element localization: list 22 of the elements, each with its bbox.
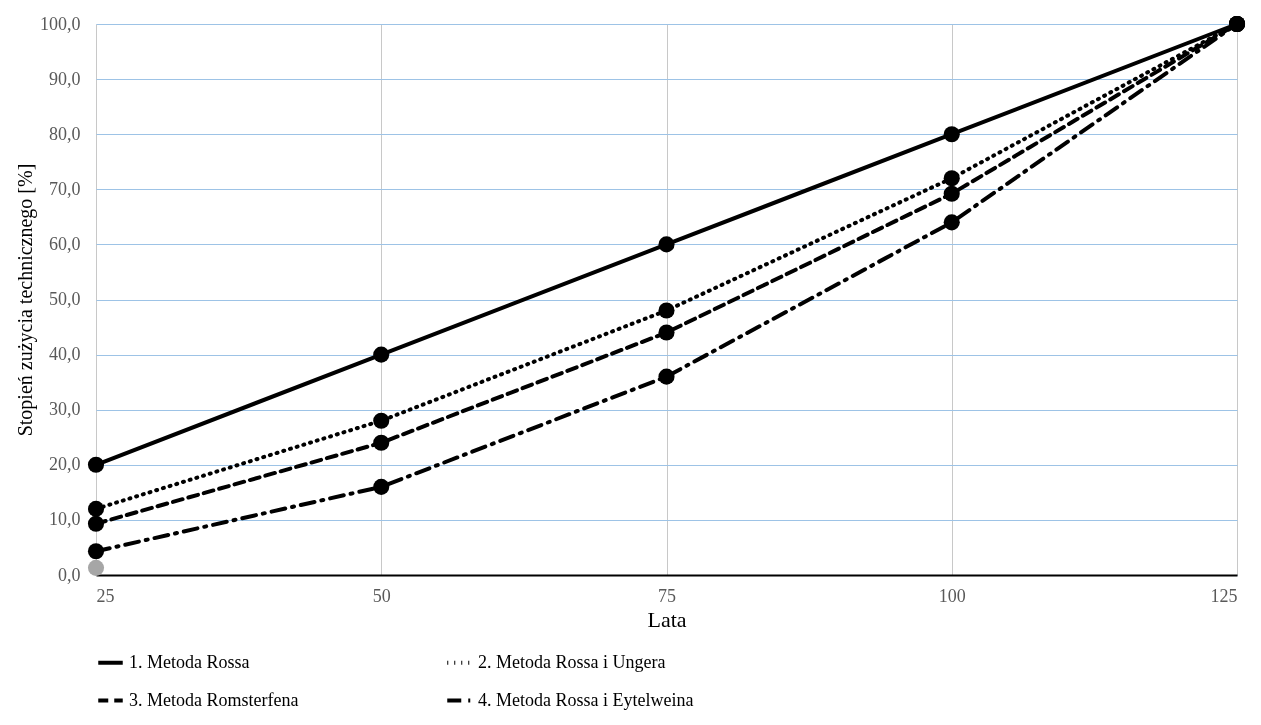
y-tick-label: 70,0	[49, 178, 81, 199]
y-tick-label: 10,0	[49, 509, 81, 530]
y-tick-label: 30,0	[49, 399, 81, 420]
x-tick-label: 75	[658, 585, 676, 606]
y-tick-label: 80,0	[49, 123, 81, 144]
x-tick-label: 50	[372, 585, 391, 606]
x-tick-label: 25	[96, 585, 115, 606]
y-tick-label: 40,0	[49, 344, 81, 365]
legend-label: 2. Metoda Rossa i Ungera	[478, 651, 666, 672]
y-tick-label: 20,0	[49, 454, 81, 475]
legend-label: 4. Metoda Rossa i Eytelweina	[478, 689, 694, 710]
x-axis-title: Lata	[647, 606, 687, 632]
y-tick-label: 0,0	[58, 564, 81, 585]
y-tick-label: 100,0	[40, 13, 81, 34]
y-tick-label: 50,0	[49, 289, 81, 309]
legend-label: 3. Metoda Romsterfena	[129, 689, 299, 710]
y-axis-title: Stopień zużycia technicznego [%]	[14, 163, 37, 437]
y-tick-label: 60,0	[49, 233, 81, 254]
x-tick-label: 100	[938, 585, 966, 606]
y-tick-label: 90,0	[49, 68, 81, 89]
legend-label: 1. Metoda Rossa	[129, 651, 250, 672]
x-tick-label: 125	[1210, 585, 1238, 606]
